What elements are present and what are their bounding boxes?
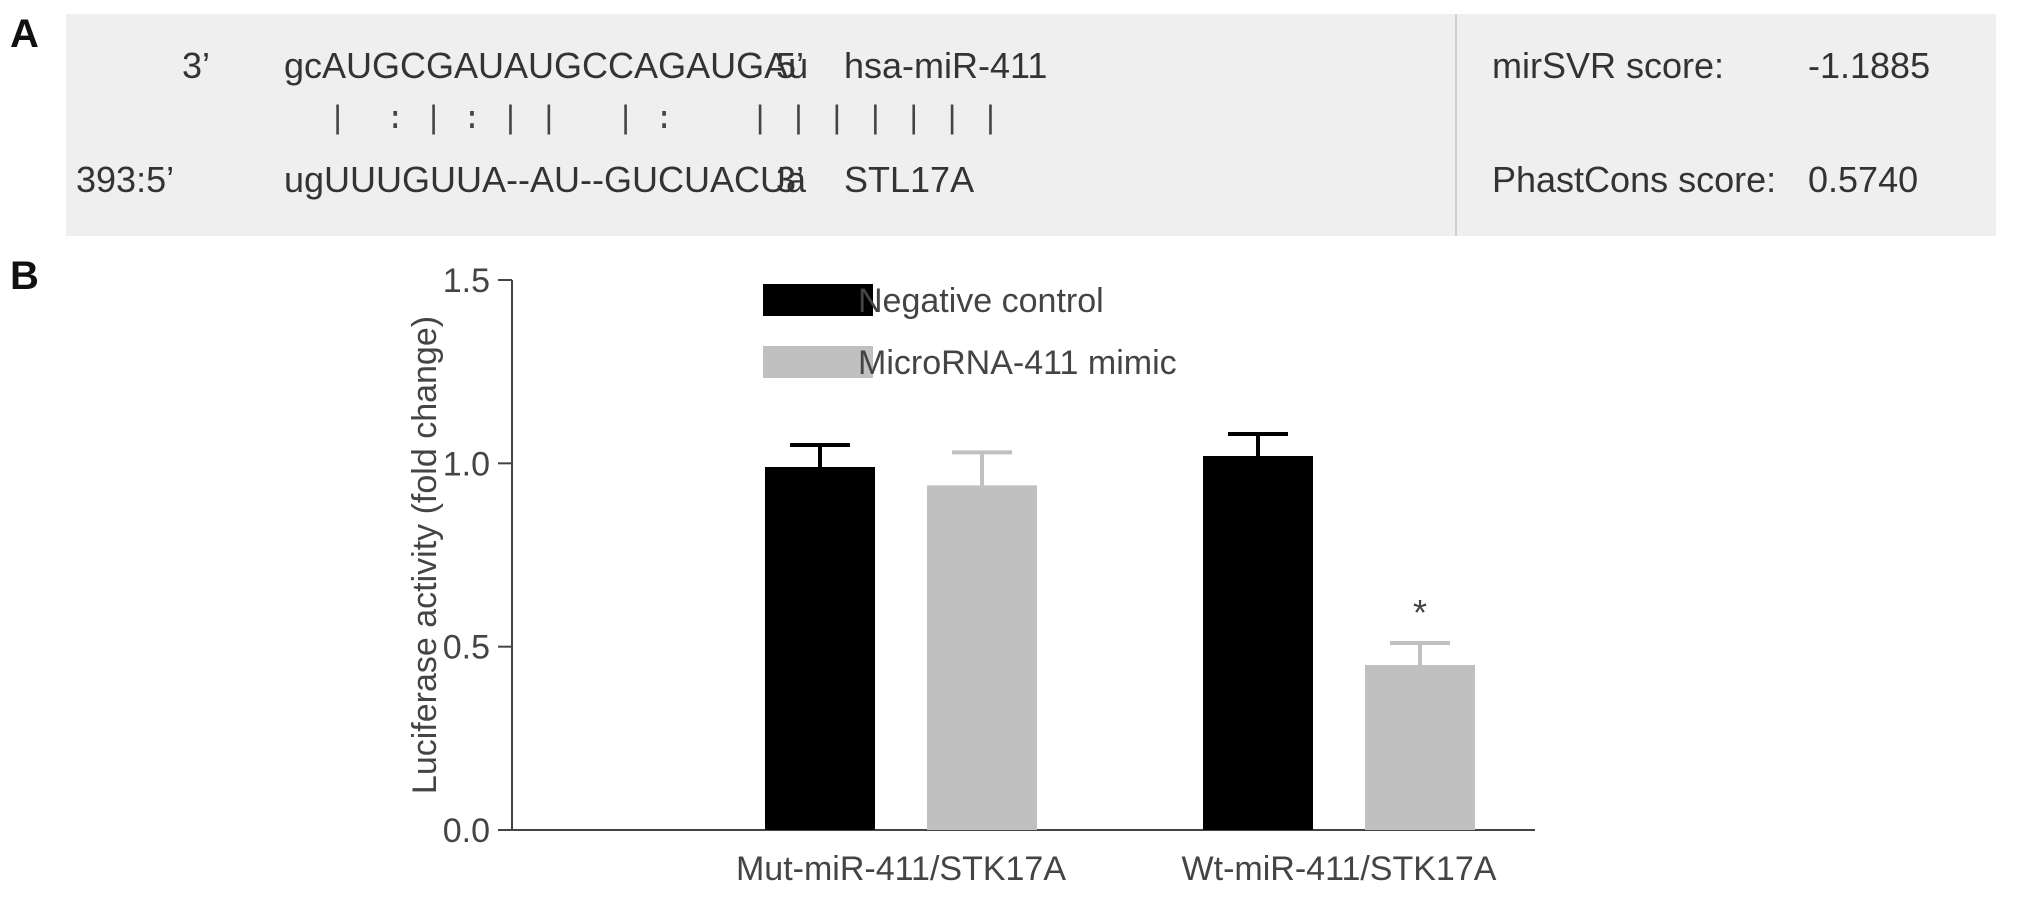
- x-category-label: Wt-miR-411/STK17A: [1182, 850, 1497, 888]
- bar-microrna-mimic-mut: [927, 485, 1037, 830]
- y-tick-label: 0.0: [443, 812, 490, 850]
- x-category-label: Mut-miR-411/STK17A: [736, 850, 1066, 888]
- alignment-panel: 3’ gcAUGCGAUAUGCCAGAUGAu 5’ hsa-miR-411 …: [66, 14, 1996, 236]
- legend-swatch: [763, 346, 873, 378]
- y-tick-label: 0.5: [443, 629, 490, 667]
- target-end-label: 393:5’: [76, 159, 175, 200]
- mirsvr-score-label: mirSVR score:: [1492, 45, 1725, 86]
- mirna-sequence: gcAUGCGAUAUGCCAGAUGAu: [284, 45, 809, 86]
- base-pairing-line: | : | : | | | : | | | | | | |: [328, 101, 1001, 138]
- legend-swatch: [763, 284, 873, 316]
- legend-label: MicroRNA-411 mimic: [858, 344, 1177, 382]
- significance-annotation: *: [1413, 592, 1427, 633]
- mirsvr-score-value: -1.1885: [1808, 45, 1931, 86]
- legend-label: Negative control: [858, 282, 1104, 320]
- mirna-name: hsa-miR-411: [844, 45, 1048, 86]
- alignment-divider: [1455, 14, 1457, 236]
- y-tick-label: 1.0: [443, 445, 490, 483]
- panel-label-b: B: [10, 254, 39, 298]
- y-axis-label: Luciferase activity (fold change): [406, 316, 444, 794]
- bar-microrna-mimic-wt: [1365, 665, 1475, 830]
- y-tick-label: 1.5: [443, 262, 490, 300]
- mirna-end-label-2: 5’: [776, 45, 805, 86]
- bar-negative-control-mut: [765, 467, 875, 830]
- phastcons-score-value: 0.5740: [1808, 159, 1919, 200]
- mirna-end-label: 3’: [182, 45, 211, 86]
- target-name: STL17A: [844, 159, 975, 200]
- bar-negative-control-wt: [1203, 456, 1313, 830]
- panel-label-a: A: [10, 12, 39, 56]
- phastcons-score-label: PhastCons score:: [1492, 159, 1777, 200]
- target-sequence: ugUUUGUUA--AU--GUCUACUa: [284, 159, 807, 200]
- target-end-label-2: 3’: [776, 159, 805, 200]
